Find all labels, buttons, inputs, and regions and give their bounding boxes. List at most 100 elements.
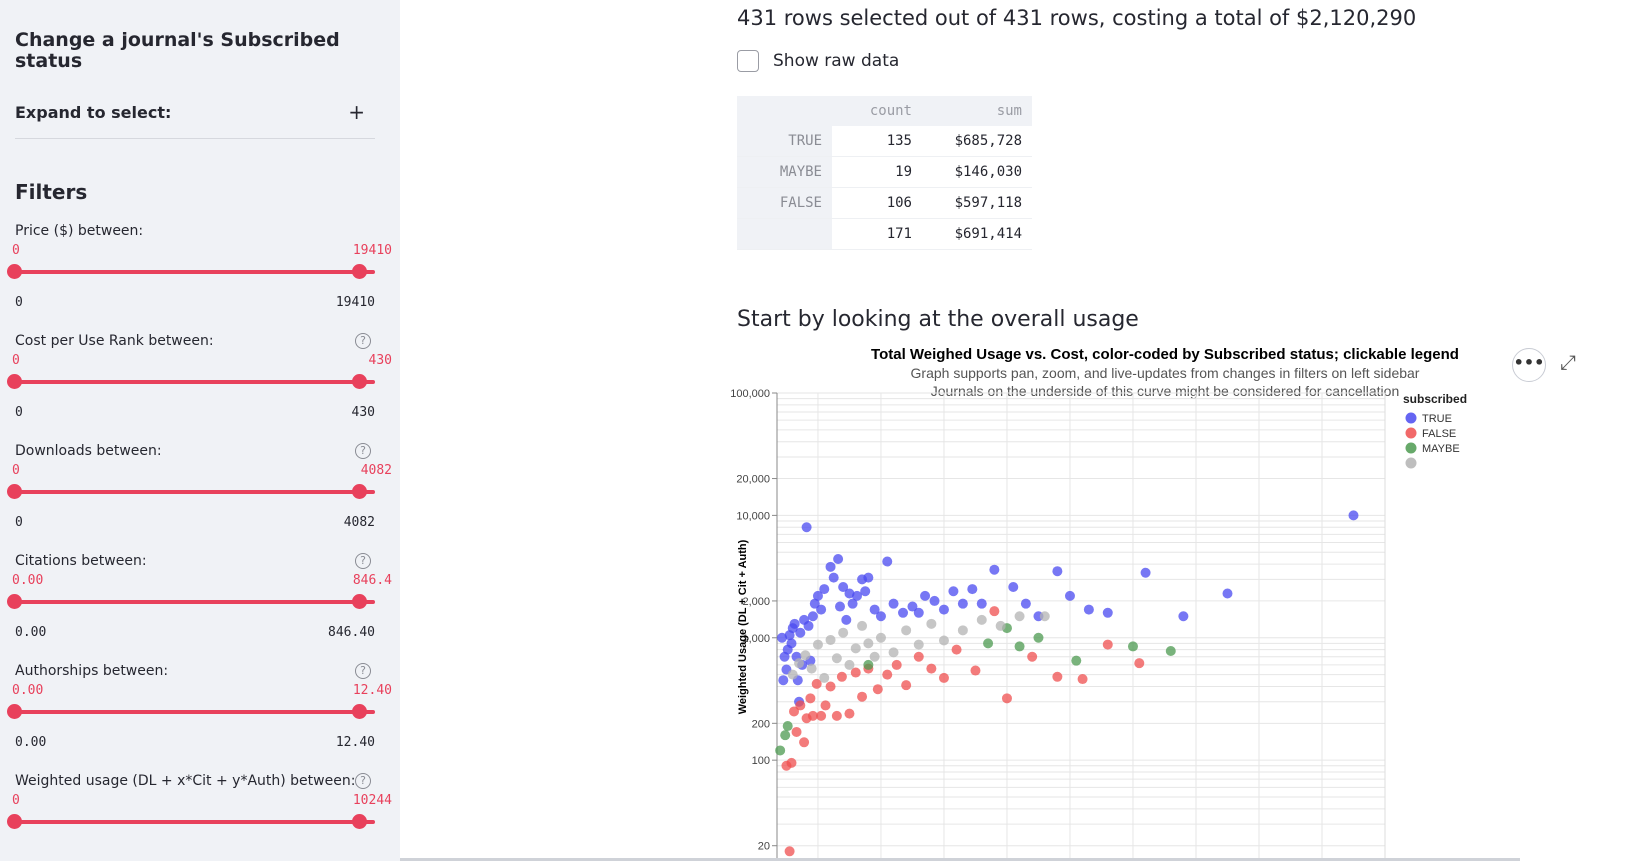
select-expander[interactable]: Expand to select: + [15, 98, 375, 139]
usage-chart[interactable]: Total Weighed Usage vs. Cost, color-code… [730, 340, 1600, 861]
filter-slider-1[interactable]: Cost per Use Rank between:? 0 430 0 430 [0, 333, 400, 443]
data-point [857, 620, 868, 631]
data-point [782, 721, 793, 732]
slider-current-max: 10244 [352, 793, 392, 808]
slider-track[interactable] [15, 270, 375, 274]
data-point [863, 572, 874, 583]
legend-symbol [1405, 442, 1417, 454]
slider-track[interactable] [15, 710, 375, 714]
help-icon[interactable]: ? [355, 443, 371, 459]
data-point [807, 611, 818, 622]
filter-slider-3[interactable]: Citations between:? 0.00 846.4 0.00 846.40 [0, 553, 400, 663]
slider-max-handle[interactable] [352, 704, 367, 719]
chart-title: Total Weighed Usage vs. Cost, color-code… [871, 346, 1459, 363]
row-index: FALSE [737, 187, 832, 219]
help-icon[interactable]: ? [355, 663, 371, 679]
slider-range-max: 19410 [335, 295, 375, 310]
slider-label: Authorships between: [15, 663, 169, 679]
data-point [872, 684, 883, 695]
slider-max-handle[interactable] [352, 814, 367, 829]
filter-slider-2[interactable]: Downloads between:? 0 4082 0 4082 [0, 443, 400, 553]
chart-plot[interactable]: 100,000 20,000 10,000 2,000 1,000 200 100 20 Wei… [730, 340, 1600, 861]
data-point [920, 590, 931, 601]
slider-label: Price ($) between: [15, 223, 144, 239]
data-point [1033, 632, 1044, 643]
legend-label: TRUE [1422, 413, 1452, 425]
data-point [1071, 655, 1082, 666]
legend-label: MAYBE [1422, 443, 1460, 455]
data-point [1077, 674, 1088, 685]
slider-current-min: 0 [12, 793, 20, 808]
slider-min-handle[interactable] [7, 594, 22, 609]
data-point [795, 627, 806, 638]
data-point [841, 614, 852, 625]
data-point [863, 659, 874, 670]
data-point [983, 638, 994, 649]
slider-label: Cost per Use Rank between: [15, 333, 214, 349]
data-point [1140, 567, 1151, 578]
sidebar: Change a journal's Subscribed status Exp… [0, 0, 400, 861]
slider-current-min: 0 [12, 353, 20, 368]
data-point [926, 663, 937, 674]
slider-min-handle[interactable] [7, 484, 22, 499]
slider-range-max: 430 [351, 405, 375, 420]
data-point [1178, 611, 1189, 622]
summary-table: count sum TRUE 135 $685,728 MAYBE 19 $146,030… [737, 96, 1032, 250]
legend-title: subscribed [1403, 392, 1467, 406]
data-point [850, 667, 861, 678]
slider-min-handle[interactable] [7, 264, 22, 279]
data-point [857, 691, 868, 702]
data-point [844, 708, 855, 719]
table-row: 171 $691,414 [737, 218, 1032, 250]
checkbox-box[interactable] [737, 50, 759, 72]
table-header-sum: sum [922, 96, 1032, 126]
data-point [1134, 658, 1145, 669]
data-point [1083, 604, 1094, 615]
data-point [1008, 581, 1019, 592]
data-point [819, 584, 830, 595]
row-count: 106 [832, 187, 922, 219]
slider-max-handle[interactable] [352, 594, 367, 609]
table-body: TRUE 135 $685,728 MAYBE 19 $146,030 FALSE 106 $5… [737, 126, 1032, 250]
horizontal-scrollbar[interactable] [400, 858, 1520, 861]
legend-label: FALSE [1422, 428, 1456, 440]
slider-track[interactable] [15, 820, 375, 824]
slider-track[interactable] [15, 490, 375, 494]
data-point [957, 598, 968, 609]
data-point [799, 737, 810, 748]
slider-max-handle[interactable] [352, 374, 367, 389]
data-point [820, 700, 831, 711]
legend-symbol [1405, 412, 1417, 424]
data-point [989, 606, 1000, 617]
help-icon[interactable]: ? [355, 553, 371, 569]
help-icon[interactable]: ? [355, 773, 371, 789]
data-point [938, 672, 949, 683]
data-point [967, 584, 978, 595]
slider-max-handle[interactable] [352, 484, 367, 499]
usage-section-title: Start by looking at the overall usage [737, 307, 1139, 332]
data-point [888, 647, 899, 658]
filter-slider-5[interactable]: Weighted usage (DL + x*Cit + y*Auth) bet… [0, 773, 400, 861]
data-point [1165, 645, 1176, 656]
slider-track[interactable] [15, 380, 375, 384]
table-row: MAYBE 19 $146,030 [737, 156, 1032, 188]
slider-max-handle[interactable] [352, 264, 367, 279]
chart-menu-button[interactable]: ••• [1512, 348, 1546, 382]
filter-slider-0[interactable]: Price ($) between: 0 19410 0 19410 [0, 223, 400, 333]
legend-symbol [1405, 457, 1417, 469]
row-sum: $691,414 [922, 218, 1032, 250]
table-header-index [737, 96, 832, 126]
slider-min-handle[interactable] [7, 704, 22, 719]
data-point [812, 639, 823, 650]
fullscreen-icon[interactable]: ⤢ [1560, 350, 1576, 374]
data-point [780, 730, 791, 741]
filter-slider-4[interactable]: Authorships between:? 0.00 12.40 0.00 12.40 [0, 663, 400, 773]
slider-min-handle[interactable] [7, 814, 22, 829]
slider-label: Downloads between: [15, 443, 162, 459]
y-tick-label: 20 [758, 841, 770, 853]
data-point [795, 700, 806, 711]
slider-min-handle[interactable] [7, 374, 22, 389]
data-point [1039, 611, 1050, 622]
slider-track[interactable] [15, 600, 375, 604]
help-icon[interactable]: ? [355, 333, 371, 349]
